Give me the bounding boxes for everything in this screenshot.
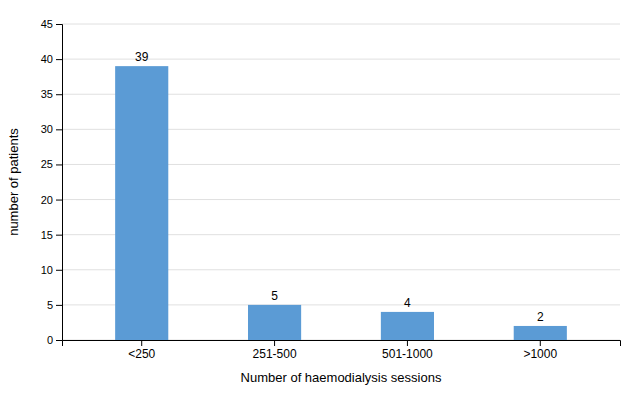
- data-label: 4: [404, 296, 411, 310]
- y-tick-label: 25: [41, 158, 53, 170]
- data-label: 39: [135, 50, 149, 64]
- x-tick: 501-1000: [382, 340, 433, 361]
- y-tick: 5: [47, 299, 62, 311]
- y-tick-mark: [56, 235, 62, 236]
- grid-line: [62, 24, 620, 25]
- y-tick-mark: [56, 94, 62, 95]
- y-tick-mark: [56, 270, 62, 271]
- y-tick: 30: [41, 123, 62, 135]
- y-tick-label: 10: [41, 264, 53, 276]
- y-tick-label: 15: [41, 229, 53, 241]
- x-tick-mark: [141, 340, 142, 346]
- y-tick: 10: [41, 264, 62, 276]
- y-tick-label: 30: [41, 123, 53, 135]
- plot: <250251-500501-1000>10000510152025303540…: [6, 18, 621, 385]
- y-axis-line: [56, 25, 63, 341]
- x-tick-label: 251-500: [253, 347, 297, 361]
- bar: [381, 312, 434, 340]
- data-label: 5: [271, 289, 278, 303]
- x-tick-label: 501-1000: [382, 347, 433, 361]
- y-tick: 0: [47, 334, 62, 346]
- y-tick: 45: [41, 18, 62, 30]
- bar: [248, 305, 301, 340]
- x-tick: <250: [128, 340, 155, 361]
- data-label: 2: [537, 310, 544, 324]
- y-tick-mark: [56, 24, 62, 25]
- y-tick-label: 45: [41, 18, 53, 30]
- y-axis: 0 5 10 15 20 25 30 35 40 45: [41, 18, 63, 346]
- x-axis-line: [63, 341, 621, 347]
- y-tick-mark: [56, 340, 62, 341]
- x-tick-label: >1000: [523, 347, 557, 361]
- y-tick: 15: [41, 229, 62, 241]
- x-tick-mark: [407, 340, 408, 346]
- bars: [115, 66, 567, 340]
- y-tick-label: 5: [47, 299, 53, 311]
- chart-container: <250251-500501-1000>10000510152025303540…: [0, 0, 644, 394]
- x-tick-mark: [274, 340, 275, 346]
- x-tick-label: <250: [128, 347, 155, 361]
- y-tick-mark: [56, 59, 62, 60]
- y-tick-mark: [56, 164, 62, 165]
- x-tick: 251-500: [253, 340, 297, 361]
- x-axis-title: Number of haemodialysis sessions: [241, 370, 442, 385]
- bar: [115, 66, 168, 340]
- y-tick-label: 40: [41, 53, 53, 65]
- grid: [62, 24, 620, 340]
- y-tick-mark: [56, 305, 62, 306]
- y-tick-label: 20: [41, 194, 53, 206]
- y-tick-mark: [56, 200, 62, 201]
- y-tick-mark: [56, 129, 62, 130]
- y-tick: 40: [41, 53, 62, 65]
- x-axis: <250 251-500 501-1000 >1000: [63, 340, 621, 361]
- y-axis-title: number of patients: [6, 128, 21, 236]
- y-tick: 25: [41, 158, 62, 170]
- bar: [514, 326, 567, 340]
- y-tick-label: 35: [41, 88, 53, 100]
- data-labels: 39 5 4 2: [135, 50, 544, 324]
- chart-svg: <250251-500501-1000>10000510152025303540…: [0, 0, 644, 394]
- y-tick-label: 0: [47, 334, 53, 346]
- y-tick: 35: [41, 88, 62, 100]
- y-tick: 20: [41, 194, 62, 206]
- x-tick: >1000: [523, 340, 557, 361]
- x-tick-mark: [540, 340, 541, 346]
